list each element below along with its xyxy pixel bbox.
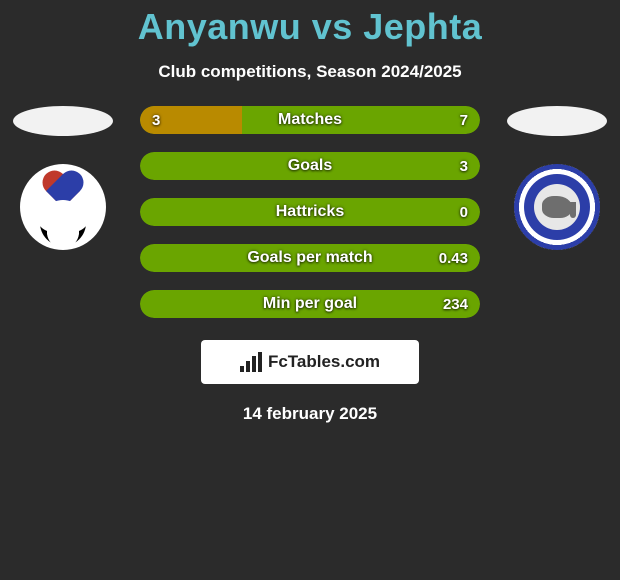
barchart-icon	[240, 352, 264, 372]
stat-value-left: 3	[152, 106, 160, 134]
stat-bar: Min per goal234	[140, 290, 480, 318]
comparison-card: Anyanwu vs Jephta Club competitions, Sea…	[0, 0, 620, 424]
stat-bar: Goals3	[140, 152, 480, 180]
subtitle: Club competitions, Season 2024/2025	[0, 62, 620, 82]
stat-value-right: 0	[460, 198, 468, 226]
date-line: 14 february 2025	[0, 404, 620, 424]
stats-column: Matches37Goals3Hattricks0Goals per match…	[118, 106, 502, 318]
football-icon	[40, 200, 86, 246]
stat-bar: Matches3 7	[140, 106, 480, 134]
stat-value-right: 0.43	[439, 244, 468, 272]
stat-label: Min per goal	[140, 290, 480, 318]
right-player-col	[502, 106, 612, 250]
stat-value-right: 234	[443, 290, 468, 318]
club-badge-right	[514, 164, 600, 250]
stat-label: Goals	[140, 152, 480, 180]
stat-value-right: 7	[460, 106, 468, 134]
stat-value-right: 3	[460, 152, 468, 180]
club-badge-left	[20, 164, 106, 250]
left-player-col	[8, 106, 118, 250]
page-title: Anyanwu vs Jephta	[0, 6, 620, 48]
player-avatar-left	[13, 106, 113, 136]
badge-center	[534, 184, 580, 230]
elephant-icon	[542, 196, 572, 218]
brand-box: FcTables.com	[201, 340, 419, 384]
main-row: Matches37Goals3Hattricks0Goals per match…	[0, 106, 620, 318]
player-avatar-right	[507, 106, 607, 136]
stat-bar: Hattricks0	[140, 198, 480, 226]
stat-label: Matches	[140, 106, 480, 134]
stat-label: Hattricks	[140, 198, 480, 226]
badge-ring	[524, 174, 590, 240]
brand-text: FcTables.com	[268, 352, 380, 372]
stat-label: Goals per match	[140, 244, 480, 272]
stat-bar: Goals per match0.43	[140, 244, 480, 272]
